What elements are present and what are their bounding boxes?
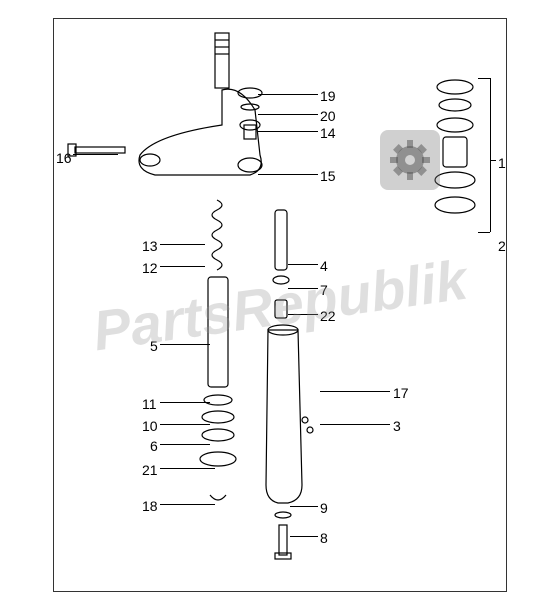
callout-20: 20	[320, 108, 336, 124]
leader-line	[288, 314, 318, 315]
callout-1: 1	[498, 155, 506, 171]
callout-3: 3	[393, 418, 401, 434]
leader-line	[160, 266, 205, 267]
callout-7: 7	[320, 282, 328, 298]
leader-line	[160, 504, 215, 505]
callout-17: 17	[393, 385, 409, 401]
callout-12: 12	[142, 260, 158, 276]
callout-2: 2	[498, 238, 506, 254]
bracket-1-lead	[490, 160, 496, 161]
callout-10: 10	[142, 418, 158, 434]
callout-16: 16	[56, 150, 72, 166]
leader-line	[160, 244, 205, 245]
leader-line	[288, 264, 318, 265]
callout-5: 5	[150, 338, 158, 354]
bracket-1	[490, 78, 491, 232]
callout-9: 9	[320, 500, 328, 516]
leader-line	[290, 536, 318, 537]
leader-line	[160, 344, 210, 345]
leader-line	[160, 444, 210, 445]
leader-line	[290, 506, 318, 507]
bracket-1-bot	[478, 232, 490, 233]
leader-line	[320, 391, 390, 392]
leader-line	[160, 402, 210, 403]
callout-6: 6	[150, 438, 158, 454]
fork-assembly-drawing	[60, 25, 500, 585]
callout-21: 21	[142, 462, 158, 478]
leader-line	[258, 174, 318, 175]
callout-22: 22	[320, 308, 336, 324]
callout-18: 18	[142, 498, 158, 514]
callout-4: 4	[320, 258, 328, 274]
leader-line	[160, 424, 210, 425]
callout-13: 13	[142, 238, 158, 254]
bracket-1-top	[478, 78, 490, 79]
leader-line	[258, 131, 318, 132]
leader-line	[288, 288, 318, 289]
callout-8: 8	[320, 530, 328, 546]
leader-line	[73, 154, 118, 155]
leader-line	[258, 114, 318, 115]
callout-14: 14	[320, 125, 336, 141]
leader-line	[320, 424, 390, 425]
callout-15: 15	[320, 168, 336, 184]
callout-19: 19	[320, 88, 336, 104]
callout-11: 11	[142, 396, 157, 412]
leader-line	[160, 468, 215, 469]
leader-line	[258, 94, 318, 95]
gear-badge-icon	[380, 130, 440, 190]
